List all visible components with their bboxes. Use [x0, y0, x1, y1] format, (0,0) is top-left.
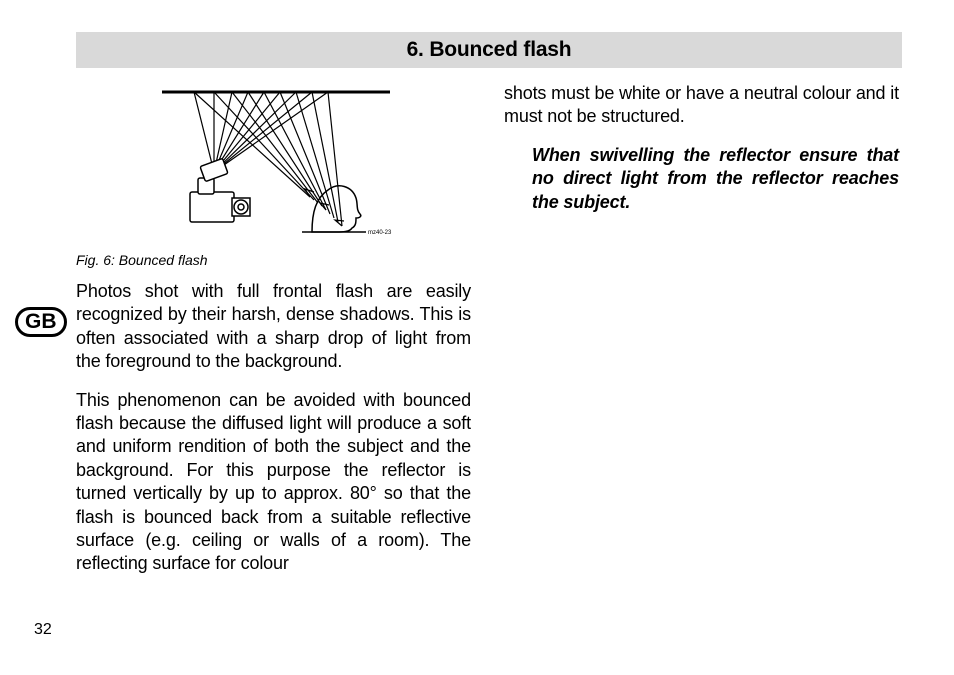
section-title: 6. Bounced flash: [407, 38, 572, 62]
language-badge: GB: [15, 307, 67, 337]
note-right: When swivelling the reflector ensure tha…: [532, 144, 899, 214]
para-left-2: This phenomenon can be avoided with boun…: [76, 389, 471, 576]
figure-caption: Fig. 6: Bounced flash: [76, 252, 208, 268]
figure-tag-text: mz40-23: [368, 230, 392, 236]
page-number: 32: [34, 621, 52, 639]
section-header-bar: 6. Bounced flash: [76, 32, 902, 68]
figure-bounced-flash: mz40-23: [152, 82, 397, 247]
para-left-1: Photos shot with full frontal flash are …: [76, 280, 471, 374]
right-column: shots must be white or have a neutral co…: [504, 82, 899, 214]
left-column: Photos shot with full frontal flash are …: [76, 280, 471, 591]
para-right-1: shots must be white or have a neutral co…: [504, 82, 899, 129]
